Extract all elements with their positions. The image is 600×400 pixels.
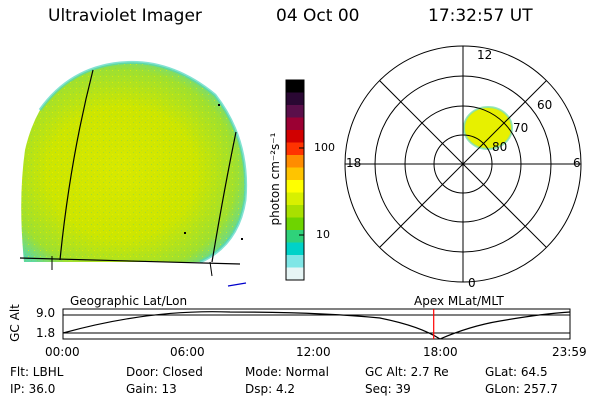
x-tick-0000: 00:00 (45, 345, 80, 359)
seq-readout: Seq: 39 (365, 382, 411, 396)
glat-readout: GLat: 64.5 (485, 365, 548, 379)
colorbar-segment (286, 155, 304, 168)
mode-readout: Mode: Normal (245, 365, 329, 379)
colorbar-segment (286, 142, 304, 156)
x-tick-2359: 23:59 (552, 345, 587, 359)
timeline-left-title: Geographic Lat/Lon (70, 294, 188, 308)
y-tick-low: 1.8 (36, 326, 56, 340)
polar-label-6: 6 (573, 156, 581, 170)
observation-date: 04 Oct 00 (276, 6, 360, 26)
colorbar-tick-10: 10 (316, 228, 330, 241)
x-tick-1200: 12:00 (296, 345, 331, 359)
colorbar-segment (286, 255, 304, 268)
gc-alt-readout: GC Alt: 2.7 Re (365, 365, 449, 379)
colorbar-segment (286, 205, 304, 218)
polar-label-12: 12 (477, 48, 493, 62)
glon-readout: GLon: 257.7 (485, 382, 558, 396)
timeline-y-label: GC Alt (8, 304, 22, 342)
polar-plot (344, 45, 582, 283)
observation-time: 17:32:57 UT (428, 6, 533, 26)
ip-readout: IP: 36.0 (10, 382, 56, 396)
colorbar-segment (286, 230, 304, 243)
colorbar-segment (286, 130, 304, 143)
gain-readout: Gain: 13 (126, 382, 177, 396)
y-tick-high: 9.0 (36, 306, 56, 320)
colorbar-segment (286, 217, 304, 231)
x-tick-1800: 18:00 (423, 345, 458, 359)
polar-lat-80: 80 (492, 140, 508, 154)
colorbar-segment (286, 92, 304, 106)
door-readout: Door: Closed (126, 365, 203, 379)
polar-lat-60: 60 (537, 98, 553, 112)
colorbar-tick-100: 100 (314, 141, 335, 154)
colorbar (285, 79, 305, 281)
altitude-curve (62, 311, 441, 340)
polar-label-0: 0 (468, 276, 476, 290)
colorbar-segment (286, 105, 304, 118)
polar-lat-70: 70 (513, 121, 529, 135)
colorbar-frame (285, 79, 305, 281)
instrument-title: Ultraviolet Imager (48, 6, 202, 26)
colorbar-segment (286, 167, 304, 181)
filter-readout: Flt: LBHL (10, 365, 64, 379)
colorbar-segment (286, 80, 304, 93)
dsp-readout: Dsp: 4.2 (245, 382, 296, 396)
x-tick-0600: 06:00 (170, 345, 205, 359)
timeline-right-title: Apex MLat/MLT (414, 294, 504, 308)
earth-disk-image (19, 60, 248, 287)
colorbar-segment (286, 180, 304, 193)
colorbar-segment (286, 267, 304, 281)
timeline-plot (62, 308, 571, 340)
colorbar-segment (286, 242, 304, 256)
polar-label-18: 18 (346, 156, 362, 170)
colorbar-segment (286, 192, 304, 206)
colorbar-segment (286, 117, 304, 131)
colorbar-label: photon cm⁻²s⁻¹ (268, 132, 282, 226)
